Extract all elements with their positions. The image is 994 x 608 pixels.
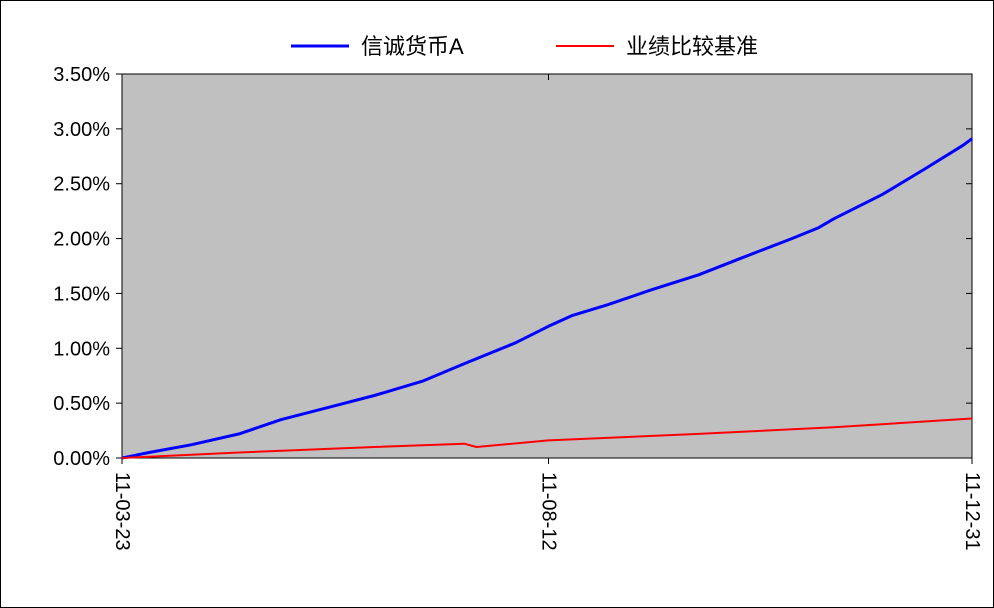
legend-label-2: 业绩比较基准 bbox=[626, 34, 758, 59]
y-tick-label: 3.00% bbox=[53, 119, 110, 141]
y-tick-label: 1.00% bbox=[53, 338, 110, 360]
legend: 信诚货币A 业绩比较基准 bbox=[291, 34, 758, 59]
y-axis: 0.00% 0.50% 1.00% 1.50% 2.00% 2.50% 3.00% 3.50% bbox=[53, 64, 972, 470]
x-tick-label: 11-08-12 bbox=[538, 472, 560, 551]
y-tick-label: 0.50% bbox=[53, 393, 110, 415]
series-layer bbox=[121, 137, 973, 460]
series-line-2 bbox=[121, 417, 973, 459]
y-tick-label: 0.00% bbox=[53, 448, 110, 470]
series-line-1 bbox=[121, 137, 973, 460]
y-tick-label: 1.50% bbox=[53, 283, 110, 305]
x-axis: 11-03-23 11-08-12 11-12-31 bbox=[111, 74, 983, 551]
y-tick-label: 2.50% bbox=[53, 174, 110, 196]
plot-area bbox=[121, 73, 973, 459]
x-tick-label: 11-03-23 bbox=[111, 472, 133, 551]
y-tick-label: 2.00% bbox=[53, 229, 110, 251]
x-tick-label: 11-12-31 bbox=[961, 472, 983, 551]
legend-label-1: 信诚货币A bbox=[361, 34, 464, 59]
y-tick-label: 3.50% bbox=[53, 64, 110, 86]
